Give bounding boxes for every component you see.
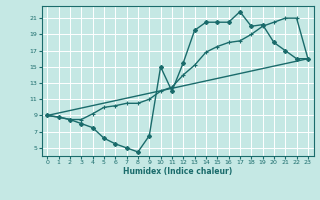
X-axis label: Humidex (Indice chaleur): Humidex (Indice chaleur) bbox=[123, 167, 232, 176]
